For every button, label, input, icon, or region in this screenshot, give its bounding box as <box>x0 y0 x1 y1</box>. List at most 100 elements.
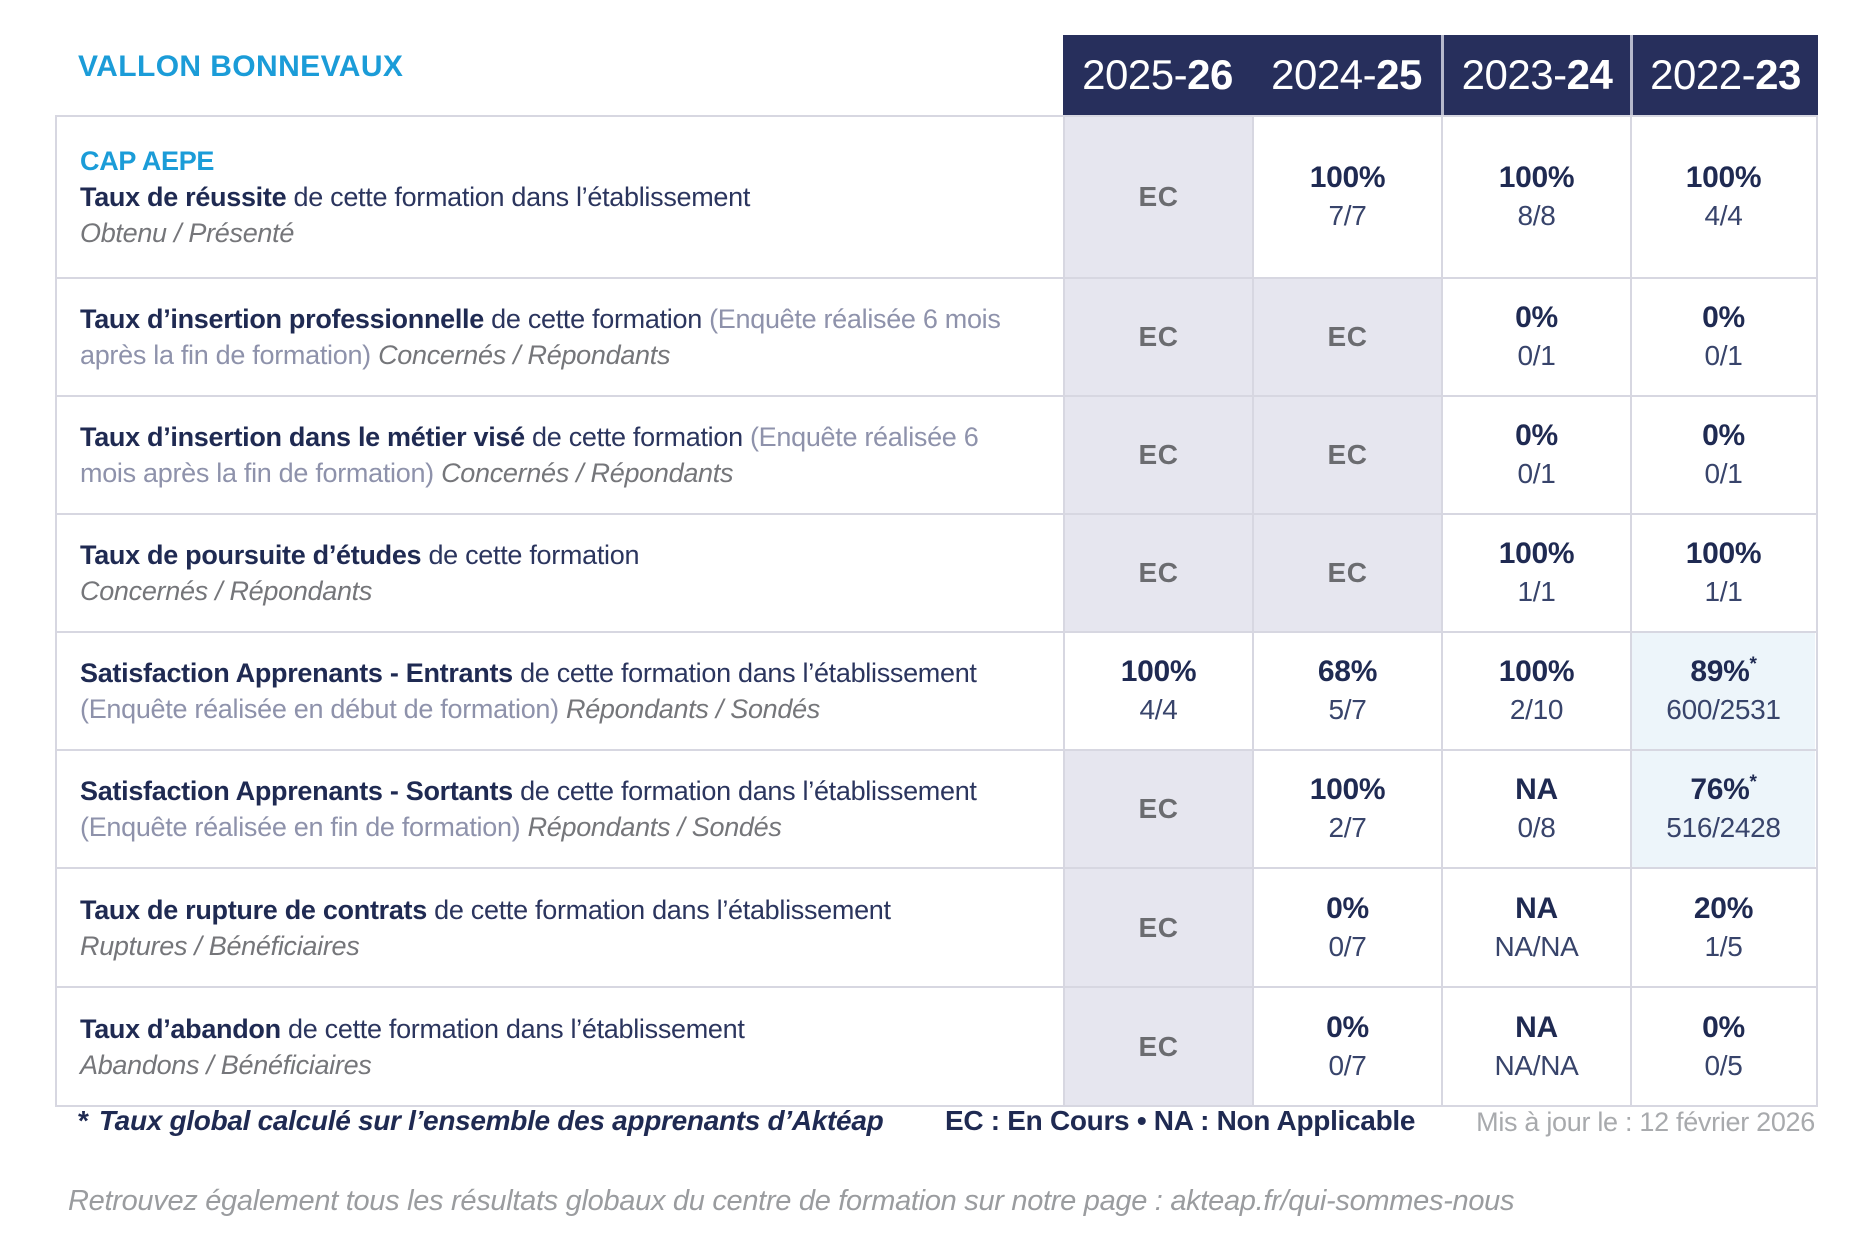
fraction: 0/7 <box>1328 1049 1367 1081</box>
percentage: 0% <box>1702 1010 1745 1044</box>
percentage: 0% <box>1515 301 1558 334</box>
metric-label: Taux d’abandon de cette formation dans l… <box>57 988 1063 1105</box>
fraction: 0/1 <box>1517 458 1556 489</box>
value-cell: 100% 4/4 <box>1630 117 1815 277</box>
ec-cell: EC <box>1063 117 1252 277</box>
fraction: NA/NA <box>1494 1049 1579 1081</box>
metric-text: Satisfaction Apprenants - Entrants de ce… <box>80 655 1027 727</box>
percentage: 68% <box>1317 655 1378 688</box>
metric-title: Taux d’insertion dans le métier visé <box>80 422 525 452</box>
asterisk-marker: * <box>1749 654 1757 675</box>
site-title: VALLON BONNEVAUX <box>78 50 404 83</box>
fraction: 0/1 <box>1704 458 1743 489</box>
percentage: 0% <box>1702 419 1745 452</box>
value-cell: 0% 0/1 <box>1441 279 1630 395</box>
metric-text: Taux de réussite de cette formation dans… <box>80 179 1027 215</box>
fraction: 2/7 <box>1328 812 1367 843</box>
fraction: 0/5 <box>1704 1049 1743 1081</box>
percentage: 100% <box>1498 655 1575 688</box>
fraction: 0/8 <box>1517 812 1556 843</box>
year-header-row: 2025- 26 2024- 25 2023- 24 2022- 23 <box>55 35 1818 115</box>
percentage: 100% <box>1309 161 1386 194</box>
metric-text: Taux de poursuite d’études de cette form… <box>80 537 1027 573</box>
metric-text: Taux d’insertion dans le métier visé de … <box>80 419 1027 491</box>
percentage: 0% <box>1515 419 1558 452</box>
fraction: 0/1 <box>1517 340 1556 371</box>
year-header-2022-23: 2022- 23 <box>1630 35 1818 115</box>
metric-subtitle: Répondants / Sondés <box>566 694 821 724</box>
value-cell: 100% 8/8 <box>1441 117 1630 277</box>
table-body: CAP AEPE Taux de réussite de cette forma… <box>55 115 1818 1107</box>
metric-title: Taux de réussite <box>80 182 287 212</box>
metric-text: Taux d’abandon de cette formation dans l… <box>80 1011 1027 1047</box>
value-cell: 100% 4/4 <box>1063 633 1252 749</box>
year-header-2023-24: 2023- 24 <box>1441 35 1630 115</box>
metric-label: Taux de poursuite d’études de cette form… <box>57 515 1063 631</box>
value-cell: 100% 2/10 <box>1441 633 1630 749</box>
metric-title: Taux d’insertion professionnelle <box>80 304 484 334</box>
ec-cell: EC <box>1063 397 1252 513</box>
fraction: 1/1 <box>1704 576 1743 607</box>
value-cell: 0% 0/5 <box>1630 988 1815 1105</box>
program-title: CAP AEPE <box>80 146 215 176</box>
ec-cell: EC <box>1063 869 1252 986</box>
ec-cell: EC <box>1063 751 1252 867</box>
metric-label: Satisfaction Apprenants - Sortants de ce… <box>57 751 1063 867</box>
fraction: 4/4 <box>1139 694 1178 725</box>
metric-title: Taux de rupture de contrats <box>80 894 427 925</box>
metric-desc: de cette formation <box>421 540 640 570</box>
abbreviations-legend: EC : En Cours • NA : Non Applicable <box>945 1105 1416 1136</box>
asterisk-marker: * <box>78 1105 89 1136</box>
metric-note: (Enquête réalisée 6 mois après la fin de… <box>80 304 1001 370</box>
fraction: 516/2428 <box>1666 812 1781 843</box>
percentage: 20% <box>1693 891 1754 925</box>
fraction: 1/5 <box>1704 930 1743 962</box>
fraction: 0/7 <box>1328 930 1367 962</box>
metric-title: Taux d’abandon <box>80 1013 281 1044</box>
metric-note: (Enquête réalisée 6 mois après la fin de… <box>80 422 979 488</box>
table-row: CAP AEPE Taux de réussite de cette forma… <box>57 117 1816 277</box>
year-header-spacer <box>55 35 1063 115</box>
table-row: Satisfaction Apprenants - Entrants de ce… <box>57 631 1816 749</box>
metric-text: Satisfaction Apprenants - Sortants de ce… <box>80 773 1027 845</box>
metric-desc: de cette formation dans l’établissement <box>426 894 891 925</box>
metric-label: Satisfaction Apprenants - Entrants de ce… <box>57 633 1063 749</box>
metric-subtitle: Concernés / Répondants <box>441 458 734 488</box>
year-header-2024-25: 2024- 25 <box>1252 35 1441 115</box>
metric-subtitle: Répondants / Sondés <box>527 812 782 842</box>
fraction: 0/1 <box>1704 340 1743 371</box>
percentage: 100% <box>1498 161 1575 194</box>
value-cell: 68% 5/7 <box>1252 633 1441 749</box>
percentage: 100% <box>1120 655 1197 688</box>
table-row: Taux d’abandon de cette formation dans l… <box>57 986 1816 1105</box>
ec-cell: EC <box>1252 515 1441 631</box>
percentage: 0% <box>1326 891 1369 925</box>
ec-cell: EC <box>1252 279 1441 395</box>
fraction: 1/1 <box>1517 576 1556 607</box>
metric-title: Satisfaction Apprenants - Sortants <box>80 776 513 806</box>
table-row: Taux d’insertion dans le métier visé de … <box>57 395 1816 513</box>
fraction: NA/NA <box>1494 930 1579 962</box>
metric-note: (Enquête réalisée en fin de formation) <box>80 812 528 842</box>
table-row: Satisfaction Apprenants - Sortants de ce… <box>57 749 1816 867</box>
metric-desc: de cette formation dans l’établissement <box>512 658 977 688</box>
metric-desc: de cette formation dans l’établissement <box>512 776 977 806</box>
fraction: 7/7 <box>1328 200 1367 231</box>
metric-desc: de cette formation <box>524 422 750 452</box>
fraction: 2/10 <box>1509 694 1564 725</box>
metric-subtitle: Abandons / Bénéficiaires <box>80 1049 372 1080</box>
value-cell-highlighted: 76%* 516/2428 <box>1630 751 1815 867</box>
table-row: Taux de rupture de contrats de cette for… <box>57 867 1816 986</box>
metric-label: Taux d’insertion dans le métier visé de … <box>57 397 1063 513</box>
table-row: Taux de poursuite d’études de cette form… <box>57 513 1816 631</box>
global-rate-footnote: * Taux global calculé sur l’ensemble des … <box>78 1105 884 1136</box>
percentage: NA <box>1515 891 1558 925</box>
value-cell: 0% 0/1 <box>1630 279 1815 395</box>
asterisk-marker: * <box>1749 772 1757 793</box>
value-cell-highlighted: 89%* 600/2531 <box>1630 633 1815 749</box>
value-cell: NA NA/NA <box>1441 988 1630 1105</box>
value-cell: 0% 0/7 <box>1252 988 1441 1105</box>
metric-desc: de cette formation <box>483 304 710 334</box>
metric-label: CAP AEPE Taux de réussite de cette forma… <box>57 117 1063 277</box>
ec-cell: EC <box>1063 279 1252 395</box>
